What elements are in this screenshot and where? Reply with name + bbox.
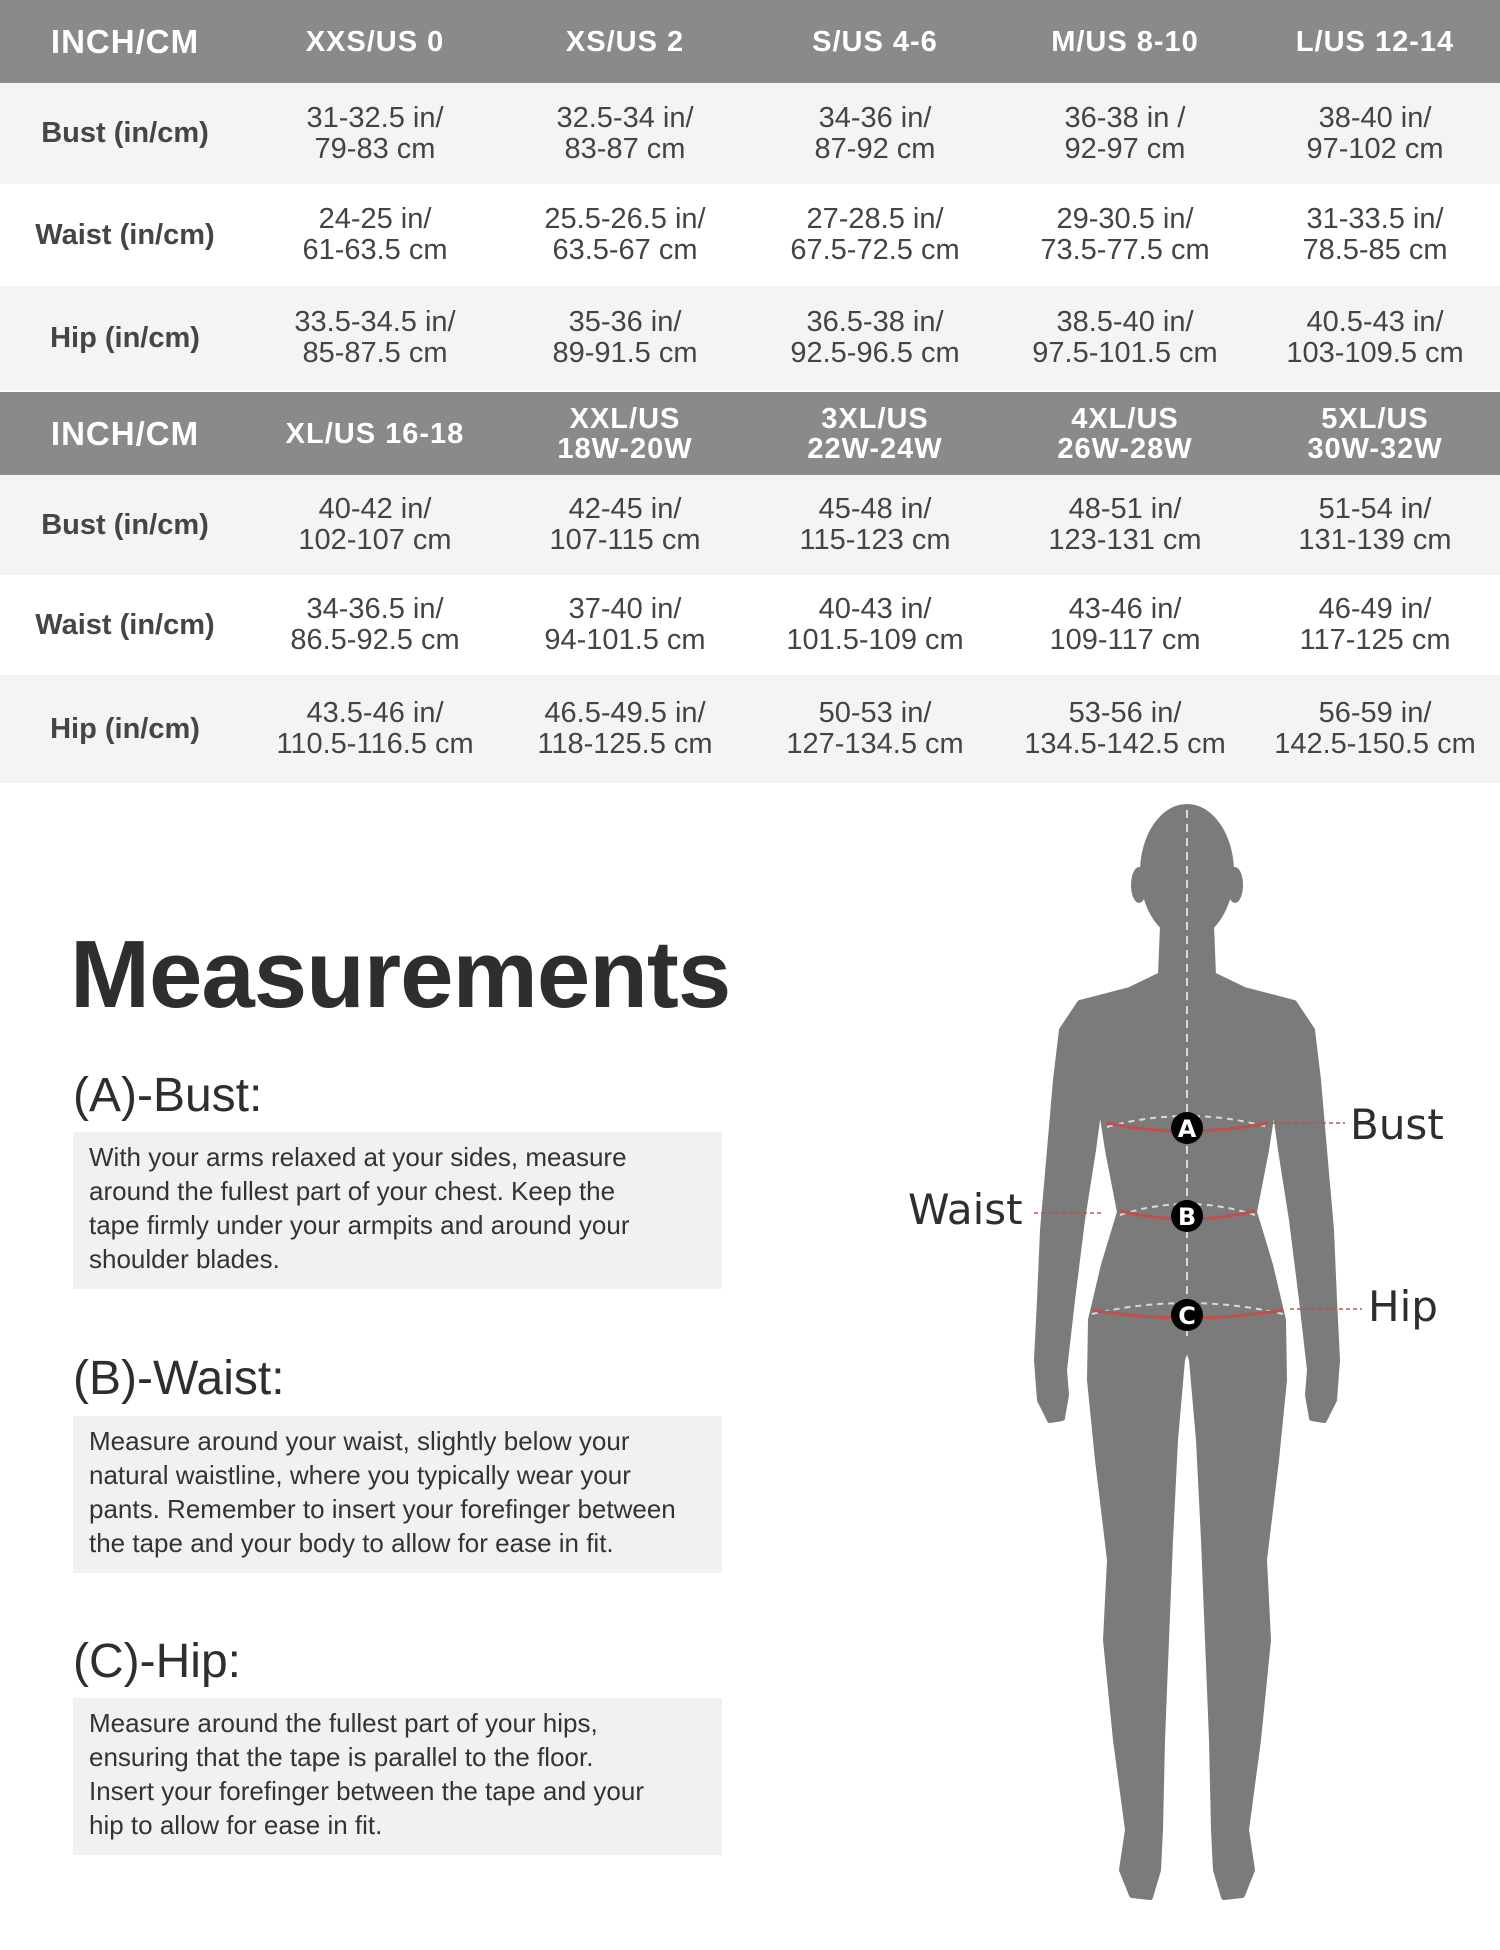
table-cell: 31-33.5 in/ 78.5-85 cm	[1302, 203, 1448, 266]
hip-marker-circle	[1171, 1299, 1203, 1331]
row-label: Hip (in/cm)	[50, 321, 200, 354]
body-outline	[1034, 922, 1340, 1900]
table-cell: 29-30.5 in/ 73.5-77.5 cm	[1040, 203, 1210, 266]
hip-label: Hip	[1368, 1282, 1438, 1331]
waist-marker-letter: B	[1178, 1203, 1196, 1231]
description-line: around the fullest part of your chest. K…	[89, 1176, 616, 1206]
table-row: Bust (in/cm) 40-42 in/ 102-107 cm 42-45 in…	[0, 475, 1500, 575]
table-row: Waist (in/cm) 24-25 in/ 61-63.5 cm 25.5-26…	[0, 184, 1500, 286]
description-line: tape firmly under your armpits and aroun…	[89, 1210, 630, 1240]
table-cell: 45-48 in/ 115-123 cm	[799, 493, 951, 556]
table-cell: 25.5-26.5 in/ 63.5-67 cm	[544, 203, 706, 266]
size-header: XXL/US 18W-20W	[557, 402, 693, 465]
table-cell: 38-40 in/ 97-102 cm	[1306, 101, 1444, 165]
table-row: Hip (in/cm) 43.5-46 in/ 110.5-116.5 cm 46.…	[0, 675, 1500, 783]
section-description: Measure around the fullest part of your …	[73, 1698, 722, 1855]
bust-measurement: A	[1106, 1112, 1345, 1144]
section-heading: (C)-Hip:	[73, 1635, 241, 1688]
bust-label: Bust	[1350, 1100, 1444, 1149]
description-line: Measure around the fullest part of your …	[89, 1708, 598, 1738]
description-line: Insert your forefinger between the tape …	[89, 1776, 645, 1806]
size-header: S/US 4-6	[812, 25, 938, 58]
section-heading: (A)-Bust:	[73, 1069, 263, 1122]
description-line: pants. Remember to insert your forefinge…	[89, 1494, 676, 1524]
waist-measurement: B	[1034, 1200, 1256, 1232]
section-description: Measure around your waist, slightly belo…	[73, 1416, 722, 1573]
description-line: shoulder blades.	[89, 1244, 280, 1274]
size-header: XXS/US 0	[305, 25, 445, 58]
waist-label: Waist	[908, 1185, 1023, 1234]
row-label: Waist (in/cm)	[35, 218, 215, 251]
table-cell: 46-49 in/ 117-125 cm	[1299, 593, 1451, 656]
description-line: Measure around your waist, slightly belo…	[89, 1426, 630, 1456]
table-cell: 35-36 in/ 89-91.5 cm	[552, 306, 698, 369]
hip-marker-letter: C	[1178, 1302, 1196, 1330]
description-line: hip to allow for ease in fit.	[89, 1810, 383, 1840]
table-cell: 37-40 in/ 94-101.5 cm	[544, 593, 706, 656]
table-row: Bust (in/cm) 31-32.5 in/ 79-83 cm 32.5-34 …	[0, 83, 1500, 184]
table-row: Hip (in/cm) 33.5-34.5 in/ 85-87.5 cm 35-36…	[0, 286, 1500, 390]
description-line: the tape and your body to allow for ease…	[89, 1528, 614, 1558]
size-header: 5XL/US 30W-32W	[1307, 402, 1443, 465]
row-label: Bust (in/cm)	[41, 508, 209, 541]
size-header: 4XL/US 26W-28W	[1057, 402, 1193, 465]
table-cell: 51-54 in/ 131-139 cm	[1298, 493, 1452, 556]
hip-measurement: C	[1091, 1299, 1362, 1331]
table-header: INCH/CM XL/US 16-18 XXL/US 18W-20W 3XL/US 2…	[0, 392, 1500, 475]
size-header: 3XL/US 22W-24W	[807, 402, 943, 465]
size-table-1: INCH/CM XXS/US 0 XS/US 2 S/US 4-6 M/US 8-10 L…	[0, 0, 1500, 390]
table-cell: 48-51 in/ 123-131 cm	[1048, 493, 1202, 556]
table-cell: 36-38 in / 92-97 cm	[1064, 101, 1186, 165]
size-header: M/US 8-10	[1051, 25, 1199, 58]
measurements-title: Measurements	[70, 921, 731, 1028]
table-cell: 24-25 in/ 61-63.5 cm	[302, 203, 448, 266]
table-cell: 43-46 in/ 109-117 cm	[1049, 593, 1201, 656]
unit-header: INCH/CM	[50, 22, 200, 60]
table-cell: 36.5-38 in/ 92.5-96.5 cm	[790, 306, 960, 369]
bust-marker-circle	[1171, 1112, 1203, 1144]
table-row: Waist (in/cm) 34-36.5 in/ 86.5-92.5 cm 37-…	[0, 575, 1500, 675]
section-heading: (B)-Waist:	[73, 1352, 285, 1405]
table-cell: 31-32.5 in/ 79-83 cm	[306, 101, 444, 165]
table-cell: 34-36.5 in/ 86.5-92.5 cm	[290, 593, 460, 656]
size-header: XS/US 2	[565, 25, 685, 58]
ear	[1131, 867, 1147, 903]
table-cell: 38.5-40 in/ 97.5-101.5 cm	[1032, 306, 1218, 369]
size-table-2: INCH/CM XL/US 16-18 XXL/US 18W-20W 3XL/US 2…	[0, 392, 1500, 783]
table-cell: 42-45 in/ 107-115 cm	[549, 493, 701, 556]
table-cell: 43.5-46 in/ 110.5-116.5 cm	[276, 697, 474, 760]
description-line: ensuring that the tape is parallel to th…	[89, 1742, 594, 1772]
table-cell: 34-36 in/ 87-92 cm	[814, 101, 936, 165]
description-line: With your arms relaxed at your sides, me…	[89, 1142, 627, 1172]
row-label: Hip (in/cm)	[50, 712, 200, 745]
table-cell: 50-53 in/ 127-134.5 cm	[786, 697, 964, 760]
table-cell: 56-59 in/ 142.5-150.5 cm	[1274, 697, 1476, 760]
table-cell: 53-56 in/ 134.5-142.5 cm	[1024, 697, 1226, 760]
size-header: XL/US 16-18	[285, 417, 465, 450]
hip-tape-back	[1091, 1302, 1284, 1315]
description-line: natural waistline, where you typically w…	[89, 1460, 631, 1490]
table-cell: 27-28.5 in/ 67.5-72.5 cm	[790, 203, 960, 266]
table-cell: 40.5-43 in/ 103-109.5 cm	[1286, 306, 1464, 369]
table-cell: 32.5-34 in/ 83-87 cm	[556, 101, 694, 165]
waist-marker-circle	[1171, 1200, 1203, 1232]
size-header: L/US 12-14	[1295, 25, 1455, 58]
table-header: INCH/CM XXS/US 0 XS/US 2 S/US 4-6 M/US 8-10 L…	[0, 0, 1500, 83]
table-cell: 40-43 in/ 101.5-109 cm	[786, 593, 964, 656]
table-cell: 46.5-49.5 in/ 118-125.5 cm	[537, 697, 713, 760]
body-silhouette	[1034, 804, 1340, 1900]
unit-header: INCH/CM	[50, 414, 200, 452]
section-description: With your arms relaxed at your sides, me…	[73, 1132, 722, 1289]
ear	[1227, 867, 1243, 903]
bust-marker-letter: A	[1178, 1115, 1197, 1143]
row-label: Bust (in/cm)	[41, 117, 209, 149]
table-cell: 33.5-34.5 in/ 85-87.5 cm	[294, 306, 456, 369]
row-label: Waist (in/cm)	[35, 608, 215, 641]
table-cell: 40-42 in/ 102-107 cm	[298, 493, 452, 556]
